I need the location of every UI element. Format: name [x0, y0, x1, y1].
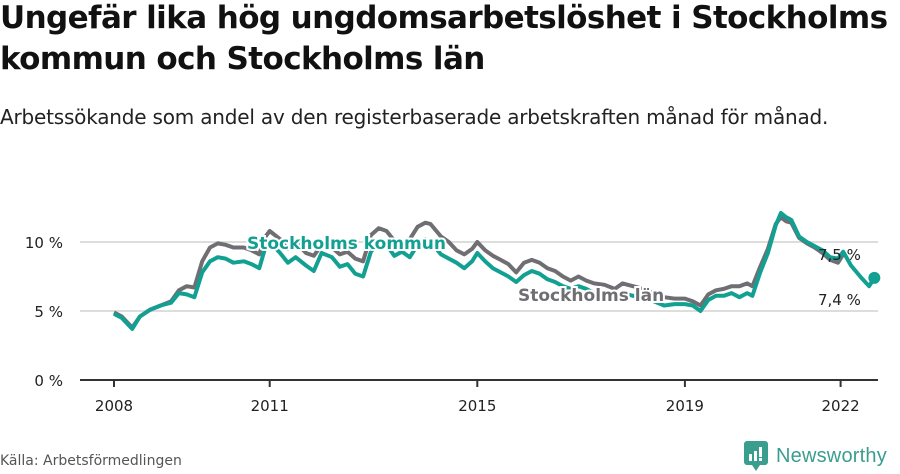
series-line-stockholms-län	[113, 215, 845, 330]
chart-subtitle: Arbetssökande som andel av den registerb…	[0, 105, 829, 129]
label-stockholms-lan: Stockholms län	[518, 286, 664, 306]
y-tick-label: 5 %	[34, 303, 63, 321]
x-tick-label: 2019	[666, 397, 704, 415]
series-lines	[113, 211, 876, 331]
y-tick-label: 0 %	[34, 372, 63, 390]
newsworthy-logo: Newsworthy	[744, 441, 887, 471]
x-tick-label: 2015	[458, 397, 496, 415]
label-stockholms-kommun: Stockholms kommun	[247, 234, 446, 254]
y-axis-ticks: 0 % 5 % 10 %	[25, 234, 63, 390]
end-point-marker	[868, 271, 881, 284]
brand-name: Newsworthy	[776, 444, 887, 467]
end-value-lan: 7,4 %	[818, 291, 861, 309]
series-labels: Stockholms kommun Stockholms län 7,5 % 7…	[245, 232, 861, 309]
series-line-stockholms-kommun	[113, 211, 876, 331]
x-axis-ticks: 2008 2011 2015 2019 2022	[95, 380, 860, 415]
y-tick-label: 10 %	[25, 234, 63, 252]
x-tick-label: 2008	[95, 397, 133, 415]
source-note: Källa: Arbetsförmedlingen	[0, 453, 182, 469]
chart-title: Ungefär lika hög ungdomsarbetslöshet i S…	[0, 0, 888, 77]
x-tick-label: 2022	[822, 397, 860, 415]
newsworthy-logo-icon	[744, 441, 768, 471]
end-value-kommun: 7,5 %	[818, 246, 861, 264]
x-tick-label: 2011	[251, 397, 289, 415]
